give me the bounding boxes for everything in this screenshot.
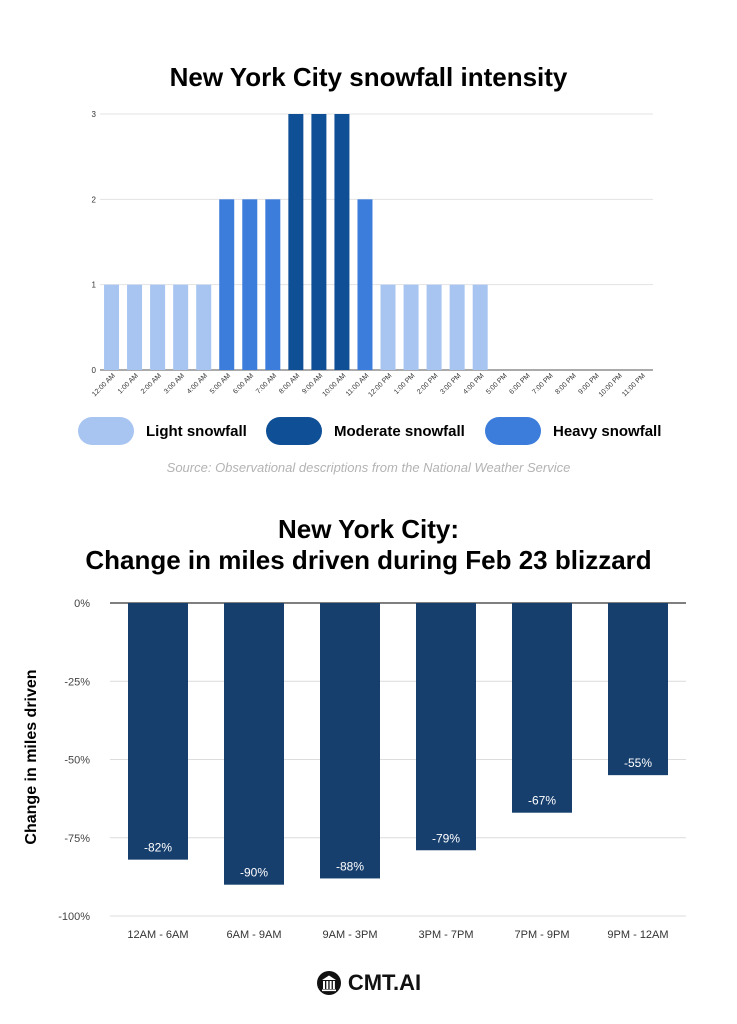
legend-item-heavy: Heavy snowfall — [485, 416, 661, 446]
chart2-data-label: -88% — [336, 859, 364, 873]
chart2-xtick-label: 12AM - 6AM — [127, 929, 188, 941]
chart1-ytick-label: 2 — [92, 195, 97, 204]
chart1-bar — [196, 284, 212, 370]
chart2-bar — [608, 603, 668, 776]
chart1-bar — [380, 284, 396, 370]
chart2-data-label: -67% — [528, 794, 556, 808]
cmt-logo-icon — [316, 971, 341, 995]
chart2-plot: 0% -25% -50% -75% -100% -82% 12AM - 6AM -90% 6AM… — [58, 598, 686, 941]
chart1-bar — [449, 284, 465, 370]
chart1-bar — [104, 284, 120, 370]
chart2-title-line1: New York City: — [277, 514, 460, 544]
chart1-bar — [173, 284, 189, 370]
chart2-bar — [512, 603, 572, 813]
chart2-xtick-label: 7PM - 9PM — [514, 929, 569, 941]
chart2-data-label: -90% — [240, 866, 268, 880]
chart1-bar — [265, 199, 281, 370]
chart2-title: New York City: Change in miles driven du… — [0, 514, 737, 576]
chart1-bar — [472, 284, 488, 370]
chart2-data-label: -79% — [432, 831, 460, 845]
chart2-bar — [320, 603, 380, 879]
chart2-xtick-label: 9PM - 12AM — [607, 929, 668, 941]
chart1-ytick-label: 1 — [92, 281, 97, 290]
chart2-ytick-label: -100% — [58, 911, 90, 923]
chart2-bar — [128, 603, 188, 860]
cmt-logo: CMT.AI — [0, 966, 737, 1000]
chart2-title-line2: Change in miles driven during Feb 23 bli… — [85, 545, 652, 575]
chart2-ytick-label: -25% — [64, 676, 90, 688]
chart1-title: New York City snowfall intensity — [169, 62, 568, 92]
chart1-ytick-label: 0 — [92, 366, 97, 375]
chart1-ytick-label: 3 — [92, 110, 97, 119]
chart2-bar — [416, 603, 476, 851]
legend-label-light: Light snowfall — [146, 422, 247, 440]
chart2-ylabel: Change in miles driven — [23, 669, 40, 845]
chart2-data-label: -82% — [144, 841, 172, 855]
chart1-legend: Light snowfall Moderate snowfall Heavy s… — [0, 416, 737, 446]
chart1-bar — [426, 284, 442, 370]
chart1-bar — [288, 114, 304, 370]
chart2-bar — [224, 603, 284, 885]
chart1-bar — [334, 114, 350, 370]
chart2-ytick-label: 0% — [74, 598, 90, 610]
chart1-source: Source: Observational descriptions from … — [166, 460, 571, 475]
chart1-bar — [127, 284, 143, 370]
chart2-xtick-label: 9AM - 3PM — [322, 929, 377, 941]
logo-text: CMT.AI — [347, 970, 422, 995]
legend-item-light: Light snowfall — [78, 416, 247, 446]
chart1-bar — [403, 284, 419, 370]
legend-item-moderate: Moderate snowfall — [266, 416, 465, 446]
chart1-bar — [311, 114, 327, 370]
chart2-xtick-label: 3PM - 7PM — [418, 929, 473, 941]
chart1-bar — [150, 284, 166, 370]
chart2-xtick-label: 6AM - 9AM — [226, 929, 281, 941]
legend-swatch-heavy — [485, 417, 541, 445]
legend-swatch-light — [78, 417, 134, 445]
legend-swatch-moderate — [266, 417, 322, 445]
chart1-bar — [357, 199, 373, 370]
chart2-data-label: -55% — [624, 756, 652, 770]
chart2-ytick-label: -50% — [64, 755, 90, 767]
chart2-ytick-label: -75% — [64, 833, 90, 845]
chart1-bar — [219, 199, 235, 370]
legend-label-heavy: Heavy snowfall — [553, 422, 662, 440]
chart1-bar — [242, 199, 258, 370]
legend-label-moderate: Moderate snowfall — [334, 422, 465, 440]
